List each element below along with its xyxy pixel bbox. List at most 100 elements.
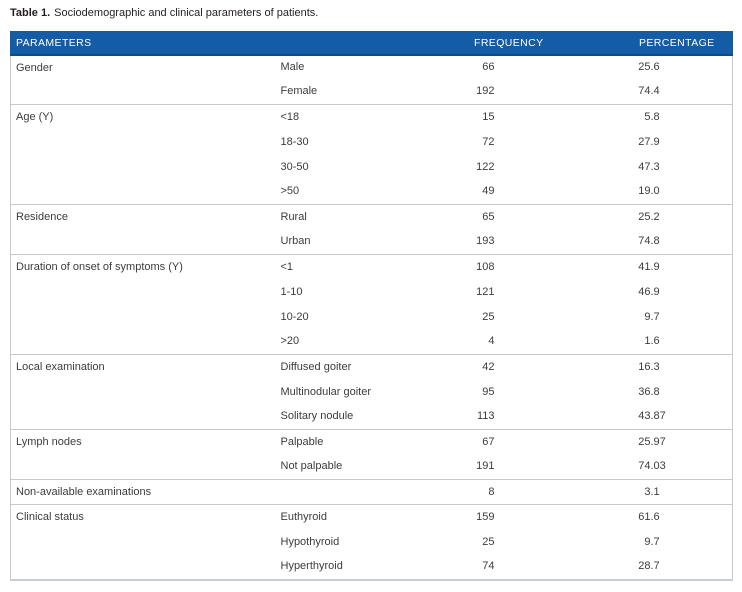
subcategory-cell: Solitary nodule	[280, 410, 354, 423]
percentage-int: 74	[638, 235, 651, 248]
frequency-cell: 66	[446, 55, 561, 80]
table-row: Multinodular goiter 95 36.8	[11, 380, 733, 405]
percentage-frac: .1	[650, 485, 660, 498]
subcategory-cell: Multinodular goiter	[280, 385, 372, 398]
percentage-int: 3	[644, 485, 651, 498]
frequency-value: 192	[476, 85, 495, 98]
percentage-frac: .8	[650, 385, 660, 398]
table-row: Lymph nodes Palpable 67 25.97	[10, 429, 733, 480]
frequency-cell: 113	[446, 405, 561, 430]
percentage-cell: 46.9	[561, 280, 733, 305]
table-caption-text: Sociodemographic and clinical parameters…	[54, 7, 319, 19]
col-header-subcategory-spacer	[280, 31, 446, 56]
table-row: Age (Y) <18 15 5.8	[10, 104, 733, 205]
frequency-cell: 49	[446, 180, 561, 205]
frequency-cell: 25	[446, 530, 561, 555]
table-row: >20 4 1.6	[11, 330, 733, 355]
percentage-int: 25	[638, 210, 651, 223]
frequency-cell: 67	[445, 429, 561, 455]
percentage-cell: 61.6	[560, 504, 733, 530]
table-row: >50 49 19.0	[11, 180, 733, 205]
percentage-frac: .03	[650, 460, 666, 473]
table-row: 30-50 122 47.3	[11, 155, 733, 180]
table-row: 1-10 121 46.9	[11, 280, 733, 305]
percentage-int: 36	[638, 385, 651, 398]
percentage-cell: 1.6	[561, 330, 733, 355]
table-row: Clinical status Euthyroid 159 61.6	[10, 504, 733, 580]
percentage-cell: 16.3	[560, 354, 733, 380]
subcategory-cell: Euthyroid	[280, 504, 446, 530]
frequency-cell: 65	[445, 204, 561, 230]
percentage-int: 46	[638, 285, 651, 298]
table-row: Residence Rural 65 25.2	[10, 204, 733, 255]
percentage-cell: 41.9	[560, 254, 733, 280]
percentage-int: 1	[644, 335, 651, 348]
frequency-cell: 191	[446, 455, 561, 480]
table-row: Hypothyroid 25 9.7	[11, 530, 733, 555]
percentage-frac: .97	[650, 435, 666, 448]
frequency-value: 67	[482, 435, 495, 448]
percentage-int: 61	[638, 510, 651, 523]
parameter-cell: Lymph nodes	[10, 429, 281, 480]
table-row: Gender Male 66 25.6	[11, 55, 733, 80]
parameter-cell: Gender	[16, 61, 53, 74]
frequency-cell: 42	[445, 354, 561, 380]
subcategory-cell: Diffused goiter	[280, 354, 446, 380]
frequency-value: 25	[482, 535, 495, 548]
percentage-frac: .3	[650, 160, 660, 173]
subcategory-cell: Male	[280, 61, 305, 73]
percentage-int: 25	[638, 435, 651, 448]
frequency-cell: 8	[445, 479, 561, 505]
table-row: 10-20 25 9.7	[11, 305, 733, 330]
percentage-int: 47	[638, 160, 651, 173]
col-header-percentage: PERCENTAGE	[560, 31, 733, 56]
percentage-cell: 5.8	[560, 104, 733, 130]
percentage-int: 16	[638, 360, 651, 373]
subcategory-cell: 10-20	[280, 310, 309, 323]
frequency-cell: 25	[446, 305, 561, 330]
percentage-frac: .7	[650, 535, 660, 548]
percentage-int: 74	[638, 460, 651, 473]
subcategory-cell: <1	[280, 254, 446, 280]
percentage-cell: 25.2	[560, 204, 733, 230]
frequency-value: 8	[488, 485, 495, 498]
subcategory-cell: 1-10	[280, 285, 303, 298]
frequency-value: 122	[476, 160, 495, 173]
frequency-value: 15	[482, 110, 495, 123]
percentage-cell: 28.7	[561, 555, 733, 580]
table-row: Duration of onset of symptoms (Y) <1 108 41…	[10, 254, 733, 355]
percentage-cell: 25.6	[561, 55, 733, 80]
frequency-cell: 121	[446, 280, 561, 305]
table-caption: Table 1. Sociodemographic and clinical pa…	[10, 6, 742, 20]
parameter-cell: Clinical status	[10, 504, 281, 580]
frequency-value: 25	[482, 310, 495, 323]
percentage-int: 25	[638, 61, 651, 73]
table-row: Female 192 74.4	[11, 80, 733, 105]
percentage-int: 74	[638, 85, 651, 98]
table-row: Local examination Diffused goiter 42 16.3	[10, 354, 733, 430]
col-header-frequency: FREQUENCY	[445, 31, 561, 56]
subcategory-cell: >50	[280, 185, 300, 198]
table-row: 18-30 72 27.9	[11, 130, 733, 155]
frequency-value: 159	[476, 510, 495, 523]
parameter-cell: Duration of onset of symptoms (Y)	[10, 254, 281, 355]
frequency-value: 95	[482, 385, 495, 398]
frequency-cell: 72	[446, 130, 561, 155]
percentage-int: 5	[644, 110, 651, 123]
percentage-frac: .9	[650, 135, 660, 148]
percentage-cell: 74.03	[561, 455, 733, 480]
subcategory-cell	[280, 479, 446, 505]
frequency-value: 121	[476, 285, 495, 298]
parameter-cell: Residence	[10, 204, 281, 255]
table-row: Urban 193 74.8	[11, 230, 733, 255]
percentage-cell: 9.7	[561, 305, 733, 330]
subcategory-cell: >20	[280, 335, 300, 348]
percentage-int: 43	[638, 410, 651, 423]
frequency-cell: 4	[446, 330, 561, 355]
frequency-value: 4	[488, 335, 495, 348]
frequency-value: 66	[482, 61, 495, 73]
frequency-cell: 122	[446, 155, 561, 180]
parameter-cell: Non-available examinations	[10, 479, 281, 505]
frequency-value: 191	[476, 460, 495, 473]
